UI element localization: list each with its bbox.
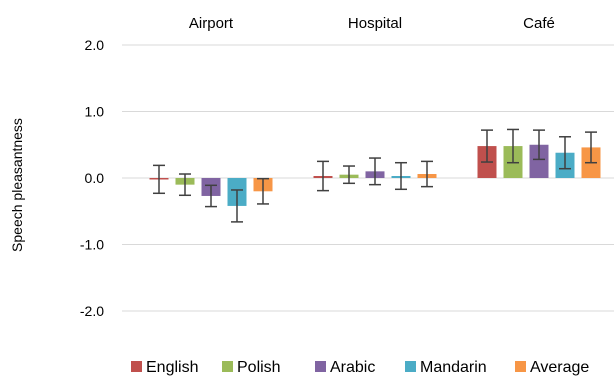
legend-label-mandarin: Mandarin <box>420 359 487 376</box>
y-tick-label: 1.0 <box>85 104 105 120</box>
legend-swatch-polish <box>222 361 233 372</box>
legend-label-average: Average <box>530 359 589 376</box>
category-label: Café <box>523 15 555 32</box>
legend-label-polish: Polish <box>237 359 281 376</box>
legend-swatch-average <box>515 361 526 372</box>
legend-swatch-english <box>131 361 142 372</box>
y-axis-label: Speech pleasantness <box>9 118 25 252</box>
legend-label-arabic: Arabic <box>330 359 375 376</box>
y-tick-label: -1.0 <box>80 237 104 253</box>
bar-arabic-2 <box>529 144 549 178</box>
category-label: Airport <box>189 15 234 32</box>
legend-swatch-mandarin <box>405 361 416 372</box>
y-tick-label: -2.0 <box>80 303 104 319</box>
category-label: Hospital <box>348 15 402 32</box>
legend-label-english: English <box>146 359 198 376</box>
y-tick-label: 2.0 <box>85 37 105 53</box>
y-tick-label: 0.0 <box>85 170 105 186</box>
legend-swatch-arabic <box>315 361 326 372</box>
